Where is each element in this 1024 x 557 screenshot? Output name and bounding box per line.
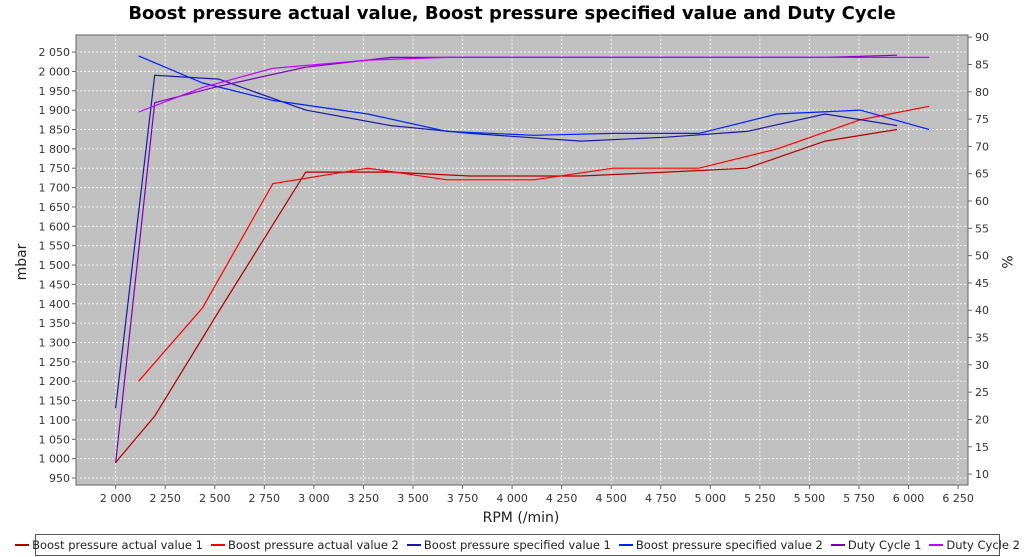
y-tick-label: 1 900: [39, 104, 71, 117]
legend-item-boost-pressure-actual-value-1: Boost pressure actual value 1: [15, 538, 203, 552]
grid-lines: [76, 35, 968, 485]
series-line-boost-pressure-actual-value-1: [115, 128, 898, 463]
y-axis-label: mbar: [14, 243, 30, 280]
y2-tick-label: 40: [975, 304, 989, 317]
y2-tick-label: 65: [975, 168, 989, 181]
legend-item-duty-cycle-2: Duty Cycle 2: [929, 538, 1020, 552]
x-tick-label: 2 500: [199, 492, 231, 505]
y2-axis-label: %: [998, 255, 1014, 268]
x-tick-label: 4 750: [645, 492, 677, 505]
legend-swatch: [618, 544, 633, 546]
legend-swatch: [210, 544, 225, 546]
x-tick-label: 4 250: [546, 492, 578, 505]
plot-area: [76, 35, 968, 485]
legend-item-duty-cycle-1: Duty Cycle 1: [830, 538, 922, 552]
y2-tick-label: 30: [975, 359, 989, 372]
y-tick-label: 1 550: [39, 240, 71, 253]
y-tick-label: 1 450: [39, 278, 71, 291]
legend-item-boost-pressure-actual-value-2: Boost pressure actual value 2: [210, 538, 399, 552]
y2-tick-label: 75: [975, 113, 989, 126]
x-tick-label: 2 250: [149, 492, 181, 505]
y-tick-label: 1 200: [39, 375, 71, 388]
y-tick-label: 1 650: [39, 201, 71, 214]
y2-tick-label: 15: [975, 441, 989, 454]
y-tick-label: 1 500: [39, 259, 71, 272]
y2-tick-label: 50: [975, 250, 989, 263]
x-tick-label: 6 000: [893, 492, 925, 505]
series-lines: [115, 54, 930, 464]
y-tick-label: 1 100: [39, 414, 71, 427]
y-tick-label: 2 050: [39, 46, 71, 59]
y-tick-label: 1 750: [39, 162, 71, 175]
plot-border: [75, 34, 969, 486]
x-tick-label: 2 750: [249, 492, 281, 505]
y-tick-label: 1 000: [39, 453, 71, 466]
series-line-duty-cycle-2: [138, 56, 930, 113]
y-tick-label: 1 050: [39, 433, 71, 446]
y-tick-label: 1 150: [39, 395, 71, 408]
legend-swatch: [15, 544, 30, 546]
y2-tick-label: 45: [975, 277, 989, 290]
y-tick-label: 1 850: [39, 123, 71, 136]
chart-title: Boost pressure actual value, Boost press…: [128, 3, 896, 24]
legend-swatch: [406, 544, 421, 546]
legend-swatch: [929, 544, 944, 546]
series-line-boost-pressure-specified-value-1: [115, 74, 898, 409]
legend-label: Boost pressure specified value 2: [635, 538, 823, 552]
y2-tick-label: 80: [975, 86, 989, 99]
y2-tick-label: 10: [975, 468, 989, 481]
x-tick-label: 5 250: [744, 492, 776, 505]
y-tick-label: 1 300: [39, 336, 71, 349]
legend-label: Boost pressure actual value 2: [227, 538, 399, 552]
x-tick-label: 3 750: [447, 492, 479, 505]
y2-tick-label: 70: [975, 140, 989, 153]
y-tick-label: 1 800: [39, 143, 71, 156]
x-tick-label: 6 250: [942, 492, 974, 505]
legend-label: Boost pressure specified value 1: [423, 538, 611, 552]
y-tick-label: 1 600: [39, 220, 71, 233]
axis-ticks: 2 000 2 250 2 500 2 750 3 000 3 250 3 500 3 750…: [39, 31, 990, 505]
y-tick-label: 1 700: [39, 182, 71, 195]
x-tick-label: 5 000: [695, 492, 727, 505]
x-tick-label: 3 000: [298, 492, 330, 505]
series-line-boost-pressure-actual-value-2: [138, 105, 930, 382]
legend-label: Boost pressure actual value 1: [32, 538, 203, 552]
legend-item-boost-pressure-specified-value-2: Boost pressure specified value 2: [618, 538, 823, 552]
y-tick-label: 1 250: [39, 356, 71, 369]
y2-tick-label: 25: [975, 386, 989, 399]
legend: Boost pressure actual value 1 Boost press…: [15, 534, 1020, 556]
x-tick-label: 5 750: [843, 492, 875, 505]
x-tick-label: 2 000: [100, 492, 132, 505]
x-tick-label: 3 500: [397, 492, 429, 505]
y-tick-label: 1 350: [39, 317, 71, 330]
x-tick-label: 5 500: [794, 492, 826, 505]
y2-tick-label: 35: [975, 332, 989, 345]
y-tick-label: 1 400: [39, 298, 71, 311]
x-axis-label: RPM (/min): [483, 510, 560, 526]
y2-tick-label: 20: [975, 413, 989, 426]
legend-swatch: [830, 544, 845, 546]
legend-item-boost-pressure-specified-value-1: Boost pressure specified value 1: [406, 538, 611, 552]
x-tick-label: 4 000: [496, 492, 528, 505]
y2-tick-label: 85: [975, 58, 989, 71]
y2-tick-label: 55: [975, 222, 989, 235]
legend-label: Duty Cycle 2: [946, 538, 1020, 552]
x-tick-label: 3 250: [348, 492, 380, 505]
y-tick-label: 1 950: [39, 85, 71, 98]
y2-tick-label: 90: [975, 31, 989, 44]
y2-tick-label: 60: [975, 195, 989, 208]
y-tick-label: 2 000: [39, 65, 71, 78]
legend-label: Duty Cycle 1: [847, 538, 922, 552]
x-tick-label: 4 500: [595, 492, 627, 505]
y-tick-label: 950: [49, 472, 70, 485]
